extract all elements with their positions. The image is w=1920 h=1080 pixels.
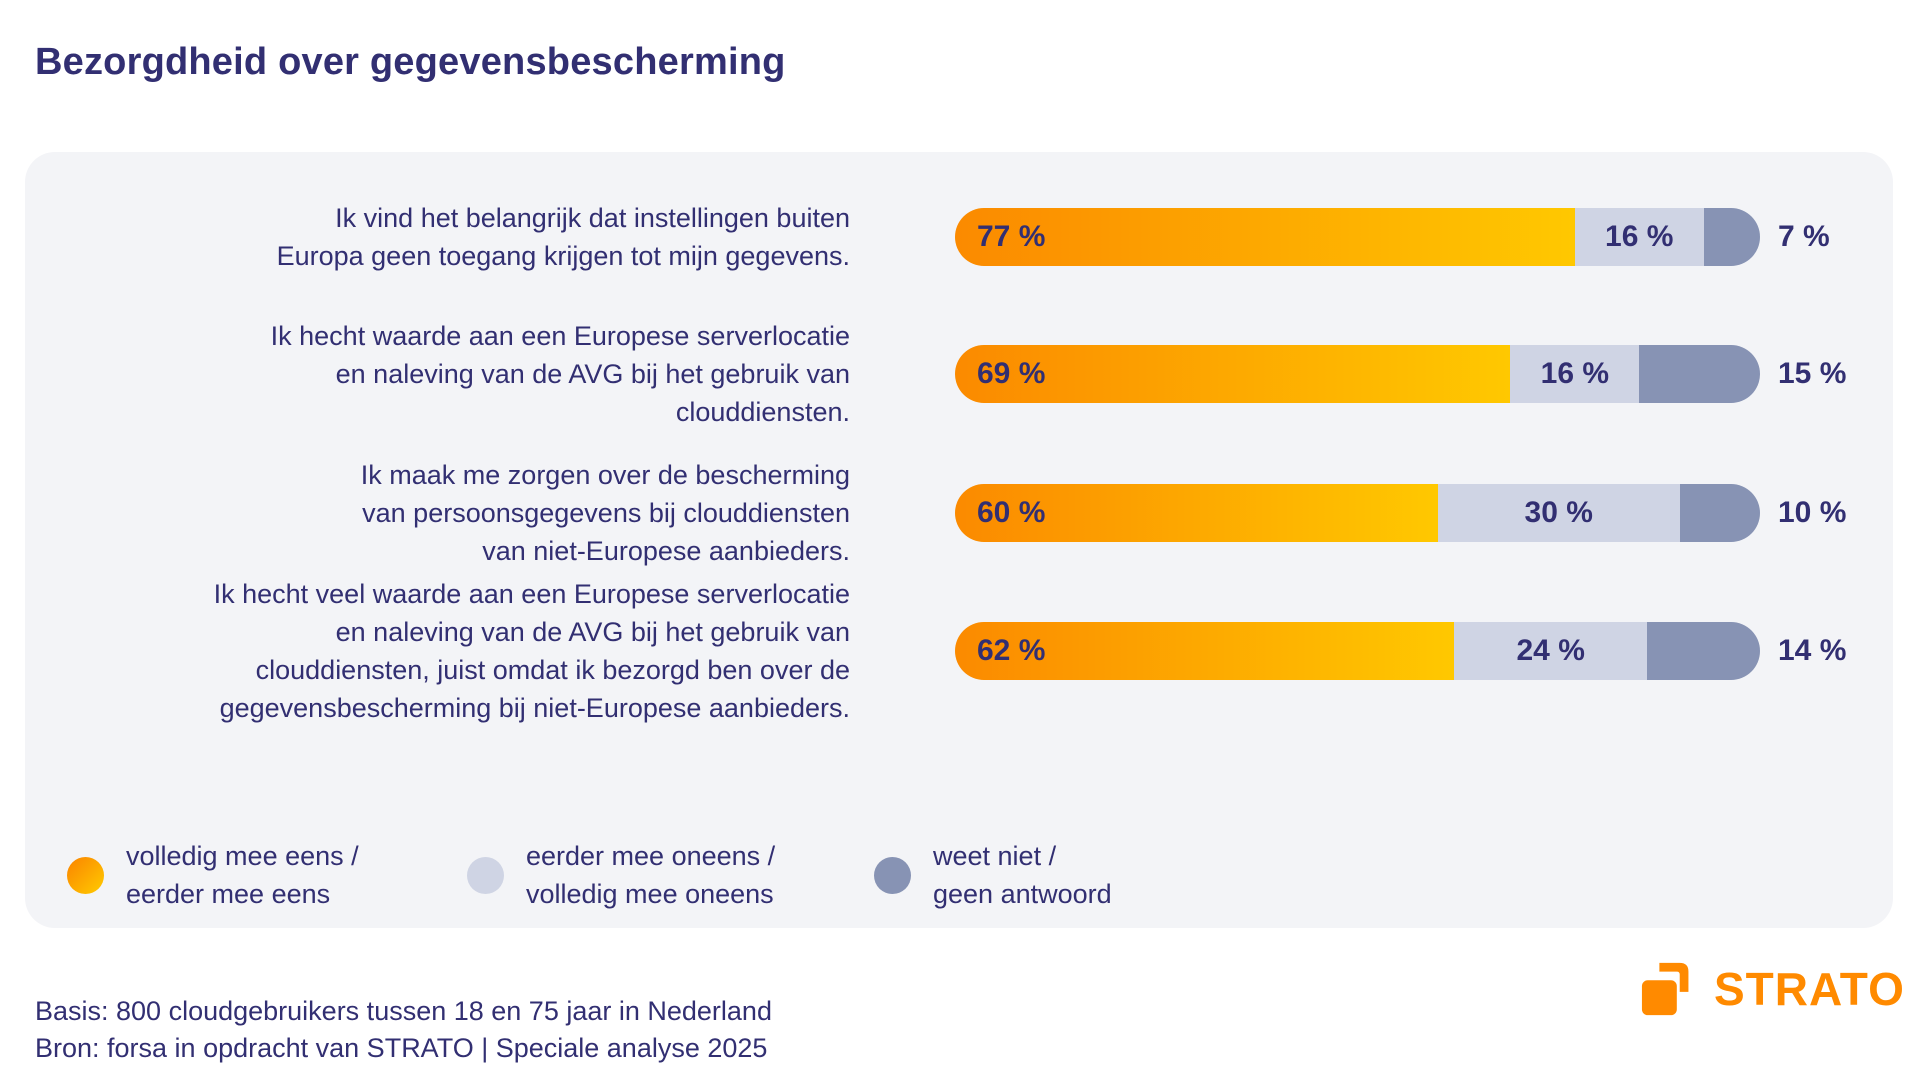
- bar-value-label: 62 %: [977, 634, 1046, 667]
- statement-line: clouddiensten.: [675, 397, 850, 427]
- statement-line: Ik hecht veel waarde aan een Europese se…: [213, 579, 850, 609]
- source-note: Basis: 800 cloudgebruikers tussen 18 en …: [35, 993, 772, 1067]
- legend-dot-icon: [467, 856, 504, 894]
- legend-label: weet niet / geen antwoord: [933, 837, 1112, 913]
- statement-line: gegevensbescherming bij niet-Europese aa…: [219, 693, 850, 723]
- strato-logo-icon: [1641, 962, 1689, 1016]
- bar-value-label-outside: 10 %: [1778, 496, 1847, 529]
- chart-row: Ik vind het belangrijk dat instellingen …: [25, 203, 1893, 271]
- statement-line: Ik maak me zorgen over de bescherming: [360, 460, 850, 490]
- bar-segment-disagree: 24 %: [1454, 622, 1648, 680]
- legend-label-line: eerder mee eens: [126, 879, 331, 909]
- bar-value-label: 69 %: [977, 357, 1046, 390]
- statement-line: van niet-Europese aanbieders.: [482, 536, 850, 566]
- legend-label: volledig mee eens / eerder mee eens: [126, 837, 359, 913]
- statement-line: van persoonsgegevens bij clouddiensten: [362, 498, 850, 528]
- legend-dot-icon: [67, 856, 104, 894]
- strato-logo: STRATO: [1640, 960, 1905, 1018]
- legend-label-line: volledig mee eens /: [126, 841, 359, 871]
- bar-value-label-outside: 14 %: [1778, 634, 1847, 667]
- legend-label-line: eerder mee oneens /: [526, 841, 776, 871]
- bar-segment-agree: 62 %: [955, 622, 1455, 680]
- chart-card: Ik vind het belangrijk dat instellingen …: [25, 152, 1893, 928]
- statement-label: Ik hecht waarde aan een Europese serverl…: [60, 317, 850, 431]
- statement-line: Europa geen toegang krijgen tot mijn geg…: [276, 241, 850, 271]
- chart-row: Ik maak me zorgen over de bescherming van…: [25, 460, 1893, 566]
- bar-value-label-outside: 15 %: [1778, 357, 1847, 390]
- statement-line: en naleving van de AVG bij het gebruik v…: [335, 617, 850, 647]
- bar-segment-unknown: [1679, 484, 1760, 542]
- statement-line: clouddiensten, juist omdat ik bezorgd be…: [255, 655, 850, 685]
- source-line: Bron: forsa in opdracht van STRATO | Spe…: [35, 1033, 768, 1063]
- bar-value-label: 16 %: [1605, 220, 1674, 253]
- bar-value-label-outside: 7 %: [1778, 220, 1830, 253]
- legend-item: eerder mee oneens / volledig mee oneens: [467, 835, 775, 915]
- statement-line: Ik hecht waarde aan een Europese serverl…: [270, 321, 850, 351]
- bar-value-label: 30 %: [1524, 496, 1593, 529]
- legend-item: volledig mee eens / eerder mee eens: [67, 835, 359, 915]
- stacked-bar: 77 % 16 %: [955, 208, 1760, 266]
- legend-dot-icon: [874, 856, 911, 894]
- statement-label: Ik vind het belangrijk dat instellingen …: [60, 199, 850, 275]
- bar-segment-disagree: 30 %: [1438, 484, 1680, 542]
- chart-row: Ik hecht waarde aan een Europese serverl…: [25, 321, 1893, 427]
- legend-item: weet niet / geen antwoord: [874, 835, 1112, 915]
- bar-segment-unknown: [1639, 345, 1760, 403]
- bar-value-label: 60 %: [977, 496, 1046, 529]
- basis-line: Basis: 800 cloudgebruikers tussen 18 en …: [35, 996, 772, 1026]
- legend-label-line: volledig mee oneens: [526, 879, 774, 909]
- legend-label: eerder mee oneens / volledig mee oneens: [526, 837, 775, 913]
- chart-row: Ik hecht veel waarde aan een Europese se…: [25, 579, 1893, 723]
- bar-segment-agree: 77 %: [955, 208, 1575, 266]
- stacked-bar: 69 % 16 %: [955, 345, 1760, 403]
- statement-label: Ik maak me zorgen over de bescherming van…: [60, 456, 850, 570]
- stacked-bar: 60 % 30 %: [955, 484, 1760, 542]
- bar-value-label: 24 %: [1516, 634, 1585, 667]
- statement-line: Ik vind het belangrijk dat instellingen …: [335, 203, 850, 233]
- statement-line: en naleving van de AVG bij het gebruik v…: [335, 359, 850, 389]
- bar-value-label: 16 %: [1540, 357, 1610, 390]
- page-title: Bezorgdheid over gegevensbescherming: [35, 41, 786, 83]
- bar-segment-disagree: 16 %: [1510, 345, 1640, 403]
- stacked-bar: 62 % 24 %: [955, 622, 1760, 680]
- bar-segment-unknown: [1647, 622, 1760, 680]
- statement-label: Ik hecht veel waarde aan een Europese se…: [60, 575, 850, 727]
- bar-value-label: 77 %: [977, 220, 1046, 253]
- legend-label-line: geen antwoord: [933, 879, 1112, 909]
- legend-label-line: weet niet /: [933, 841, 1057, 871]
- bar-segment-agree: 60 %: [955, 484, 1438, 542]
- bar-segment-disagree: 16 %: [1574, 208, 1704, 266]
- bar-segment-unknown: [1703, 208, 1760, 266]
- bar-segment-agree: 69 %: [955, 345, 1511, 403]
- strato-wordmark: STRATO: [1714, 963, 1905, 1015]
